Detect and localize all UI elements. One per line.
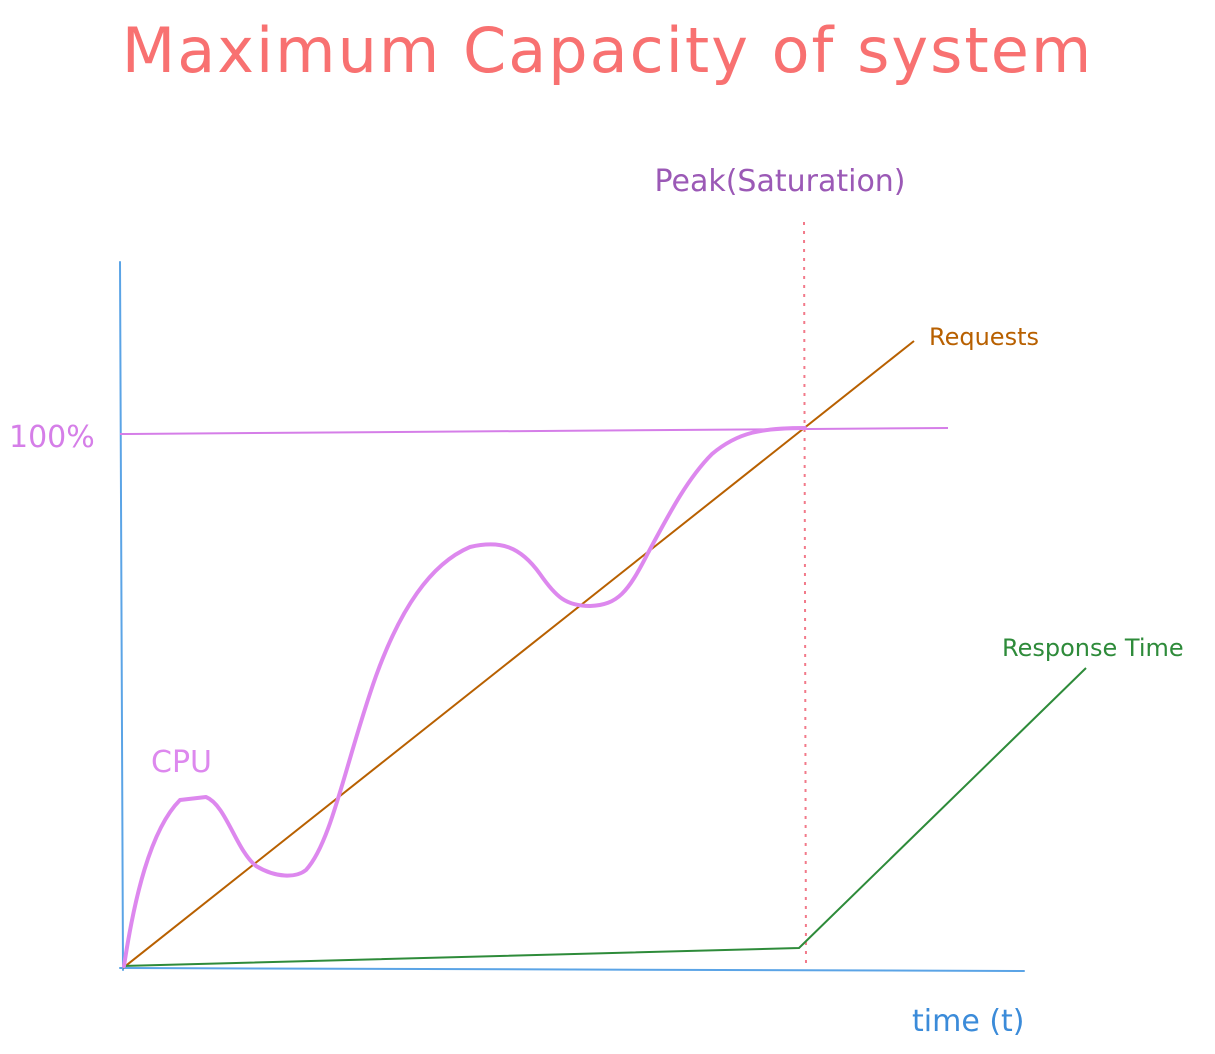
response-time-label: Response Time <box>1002 634 1184 662</box>
y-axis <box>119 261 124 971</box>
hundred-percent-line <box>119 427 949 435</box>
cpu-curve <box>122 426 807 968</box>
diagram-title: Maximum Capacity of system <box>121 14 1094 87</box>
cpu-label: CPU <box>151 745 212 780</box>
hundred-percent-label: 100% <box>9 420 95 455</box>
saturation-marker-line <box>803 221 807 967</box>
requests-line <box>122 340 915 969</box>
peak-label: Peak(Saturation) <box>654 164 905 199</box>
x-axis <box>119 967 1025 972</box>
x-axis-label: time (t) <box>912 1004 1025 1039</box>
requests-label: Requests <box>929 323 1039 351</box>
response-time-line <box>122 667 1087 967</box>
